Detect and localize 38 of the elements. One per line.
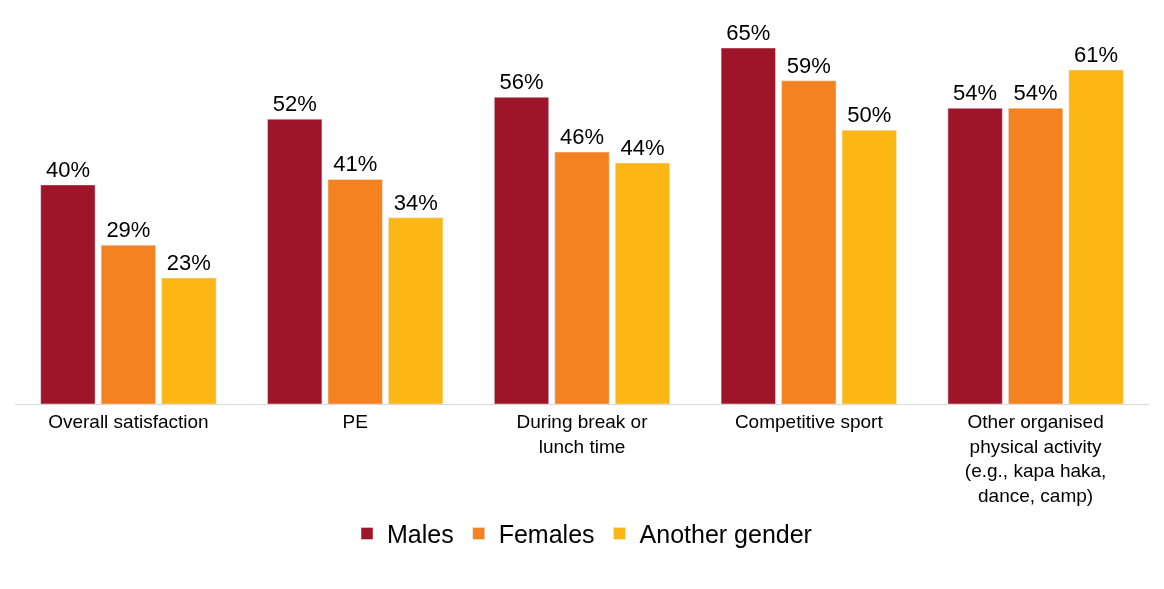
data-label: 54% (1013, 80, 1058, 106)
bar (720, 48, 776, 404)
legend-label: Males (387, 520, 454, 549)
data-label: 54% (953, 80, 998, 106)
data-label: 65% (726, 20, 771, 45)
bar (1068, 69, 1124, 404)
data-label: 34% (393, 189, 438, 215)
x-tick-label: Other organised physical activity (e.g., kapa haka, dance, camp) (964, 410, 1107, 506)
bar (40, 184, 96, 404)
x-tick-label: During break or lunch time (516, 410, 649, 457)
bar (161, 277, 217, 404)
data-label: 61% (1074, 41, 1119, 67)
legend-label: Females (498, 520, 595, 549)
data-label: 23% (166, 250, 211, 276)
bar (267, 118, 323, 404)
bar (494, 97, 549, 404)
bar (615, 162, 670, 404)
data-label: 41% (333, 151, 378, 177)
data-label: 52% (272, 91, 317, 117)
bar (554, 151, 610, 404)
bar (781, 80, 837, 404)
x-tick-label: Competitive sport (734, 410, 884, 432)
data-label: 46% (559, 124, 605, 150)
x-tick-label: PE (342, 410, 368, 432)
data-label: 40% (45, 156, 90, 182)
data-label: 56% (499, 69, 544, 95)
data-label: 50% (847, 102, 892, 128)
bar (100, 244, 156, 404)
data-label: 29% (106, 217, 151, 243)
bar (947, 108, 1003, 404)
bar (327, 179, 383, 404)
data-label: 59% (786, 52, 831, 78)
data-label: 44% (620, 135, 665, 161)
x-tick-label: Overall satisfaction (48, 410, 209, 432)
bar (388, 217, 444, 404)
bar (1008, 108, 1064, 404)
legend-label: Another gender (639, 520, 812, 549)
bar (841, 129, 897, 404)
